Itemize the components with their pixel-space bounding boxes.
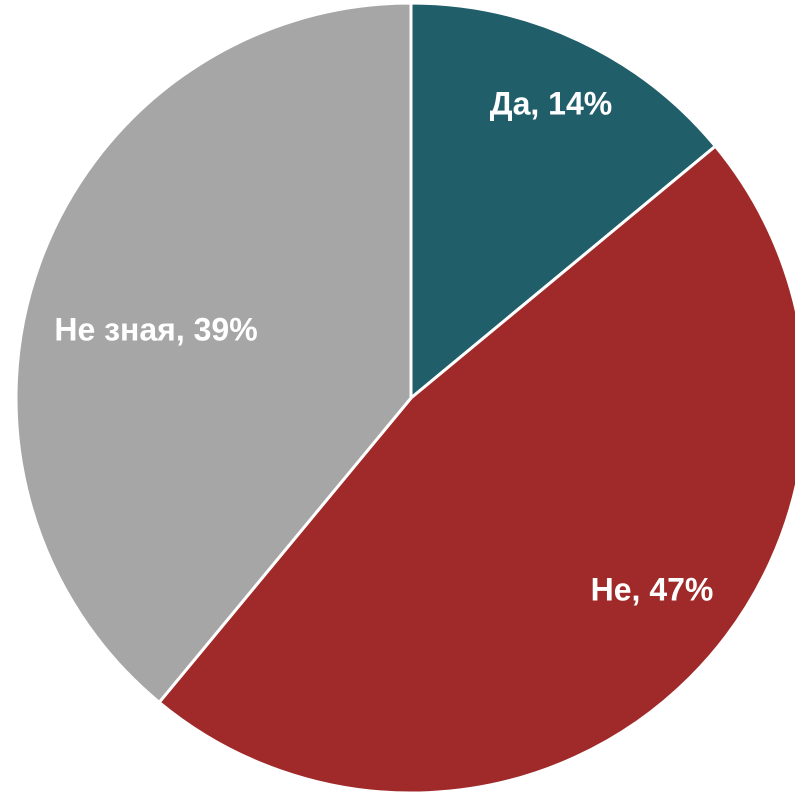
pie-slice-label-3: Не зная, 39%	[54, 311, 257, 347]
pie-slice-1	[409, 1, 717, 400]
pie-labels: Да, 14% Не, 47% Не зная, 39%	[54, 85, 713, 607]
pie-slice-label-1: Да, 14%	[490, 85, 612, 121]
pie-slices	[14, 1, 795, 794]
pie-slice-label-2: Не, 47%	[591, 571, 714, 607]
pie-slice-2	[157, 144, 795, 794]
pie-slice-3	[14, 1, 413, 704]
